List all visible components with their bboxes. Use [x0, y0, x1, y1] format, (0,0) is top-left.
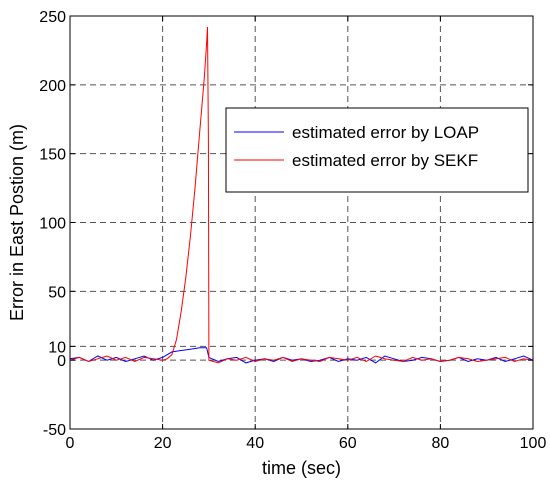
y-tick-label: 0 — [57, 353, 66, 370]
x-tick-label: 60 — [339, 435, 357, 452]
y-tick-label: 100 — [39, 216, 66, 233]
y-tick-label: 10 — [48, 339, 66, 356]
legend-box — [225, 107, 529, 193]
y-tick-label: 200 — [39, 78, 66, 95]
x-tick-label: 0 — [66, 435, 75, 452]
y-tick-label: 250 — [39, 9, 66, 26]
y-tick-label: 150 — [39, 147, 66, 164]
y-tick-label: 50 — [48, 284, 66, 301]
legend-label-loap: estimated error by LOAP — [292, 123, 479, 142]
x-tick-label: 40 — [246, 435, 264, 452]
x-tick-label: 20 — [154, 435, 172, 452]
x-axis-label: time (sec) — [262, 458, 341, 478]
series-line-sekf — [69, 26, 534, 364]
x-tick-label: 80 — [432, 435, 450, 452]
y-tick-label: -50 — [43, 422, 66, 439]
legend: estimated error by LOAP estimated error … — [225, 107, 529, 193]
legend-label-sekf: estimated error by SEKF — [292, 151, 478, 170]
series-layer — [69, 26, 534, 364]
y-axis-label: Error in East Postion (m) — [7, 124, 27, 321]
x-tick-label: 100 — [520, 435, 547, 452]
